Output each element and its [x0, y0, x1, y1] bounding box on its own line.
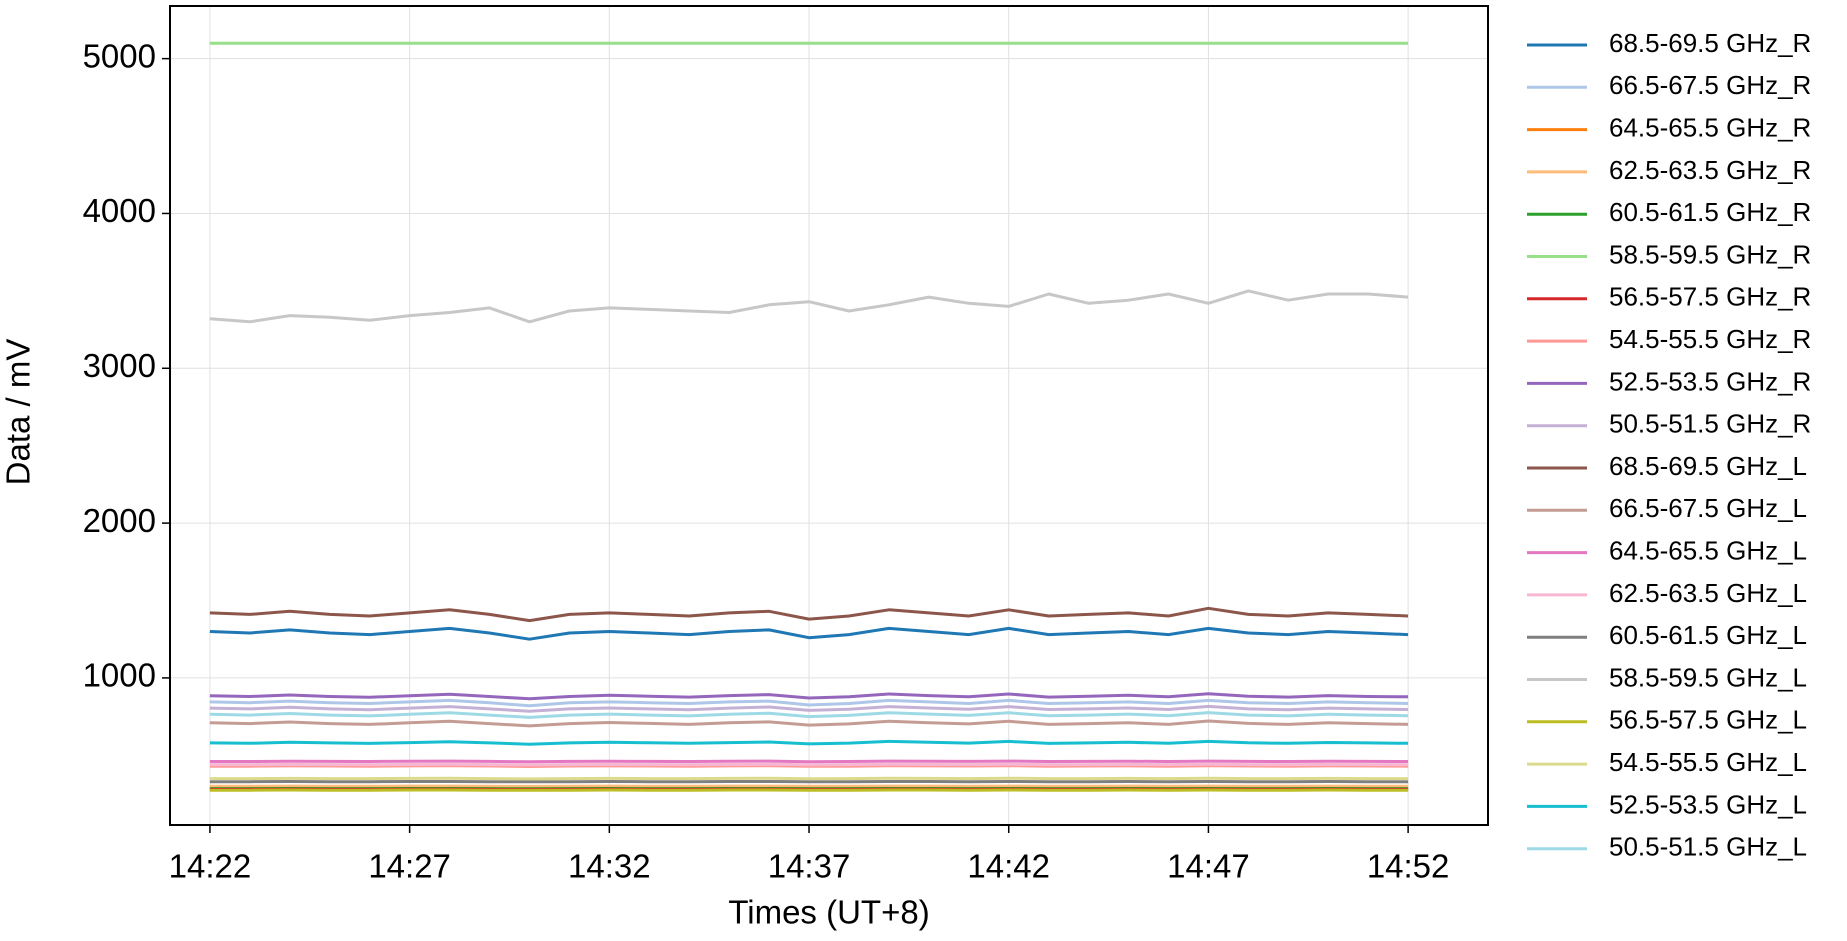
x-tick-label: 14:22 — [169, 848, 252, 885]
x-tick-label: 14:42 — [967, 848, 1050, 885]
x-axis-label: Times (UT+8) — [728, 894, 929, 931]
series-line — [209, 606, 1409, 623]
legend-label: 68.5-69.5 GHz_R — [1609, 28, 1811, 58]
legend-label: 60.5-61.5 GHz_R — [1609, 197, 1811, 227]
series-line — [209, 692, 1409, 701]
legend-label: 56.5-57.5 GHz_R — [1609, 282, 1811, 312]
legend-label: 64.5-65.5 GHz_L — [1609, 535, 1807, 565]
series-line — [209, 289, 1409, 324]
y-tick-label: 3000 — [83, 347, 156, 384]
legend-label: 52.5-53.5 GHz_L — [1609, 789, 1807, 819]
series-line — [209, 626, 1409, 641]
series-line — [209, 698, 1409, 708]
legend-label: 58.5-59.5 GHz_L — [1609, 662, 1807, 692]
plot-frame — [169, 5, 1489, 826]
legend-label: 58.5-59.5 GHz_R — [1609, 239, 1811, 269]
legend-label: 66.5-67.5 GHz_L — [1609, 493, 1807, 523]
legend-label: 64.5-65.5 GHz_R — [1609, 112, 1811, 142]
legend-label: 62.5-63.5 GHz_L — [1609, 578, 1807, 608]
series-line — [209, 762, 1409, 767]
legend-label: 66.5-67.5 GHz_R — [1609, 70, 1811, 100]
legend-label: 54.5-55.5 GHz_L — [1609, 747, 1807, 777]
series-line — [209, 719, 1409, 728]
x-tick-label: 14:37 — [768, 848, 851, 885]
y-axis-label: Data / mV — [0, 339, 37, 486]
y-tick-label: 2000 — [83, 502, 156, 539]
x-tick-label: 14:47 — [1167, 848, 1250, 885]
legend-label: 54.5-55.5 GHz_R — [1609, 324, 1811, 354]
legend-label: 52.5-53.5 GHz_R — [1609, 366, 1811, 396]
legend-label: 68.5-69.5 GHz_L — [1609, 451, 1807, 481]
series-line — [209, 759, 1409, 764]
legend-label: 56.5-57.5 GHz_L — [1609, 705, 1807, 735]
series-line — [209, 739, 1409, 746]
x-tick-label: 14:27 — [368, 848, 451, 885]
y-tick-label: 4000 — [83, 192, 156, 229]
series-line — [209, 704, 1409, 713]
legend-label: 50.5-51.5 GHz_R — [1609, 409, 1811, 439]
legend-label: 50.5-51.5 GHz_L — [1609, 832, 1807, 862]
x-tick-label: 14:32 — [568, 848, 651, 885]
series-line — [209, 776, 1409, 781]
y-tick-label: 1000 — [83, 657, 156, 694]
y-tick-label: 5000 — [83, 37, 156, 74]
legend-label: 62.5-63.5 GHz_R — [1609, 155, 1811, 185]
legend-label: 60.5-61.5 GHz_L — [1609, 620, 1807, 650]
series-line — [209, 711, 1409, 719]
x-tick-label: 14:52 — [1367, 848, 1450, 885]
